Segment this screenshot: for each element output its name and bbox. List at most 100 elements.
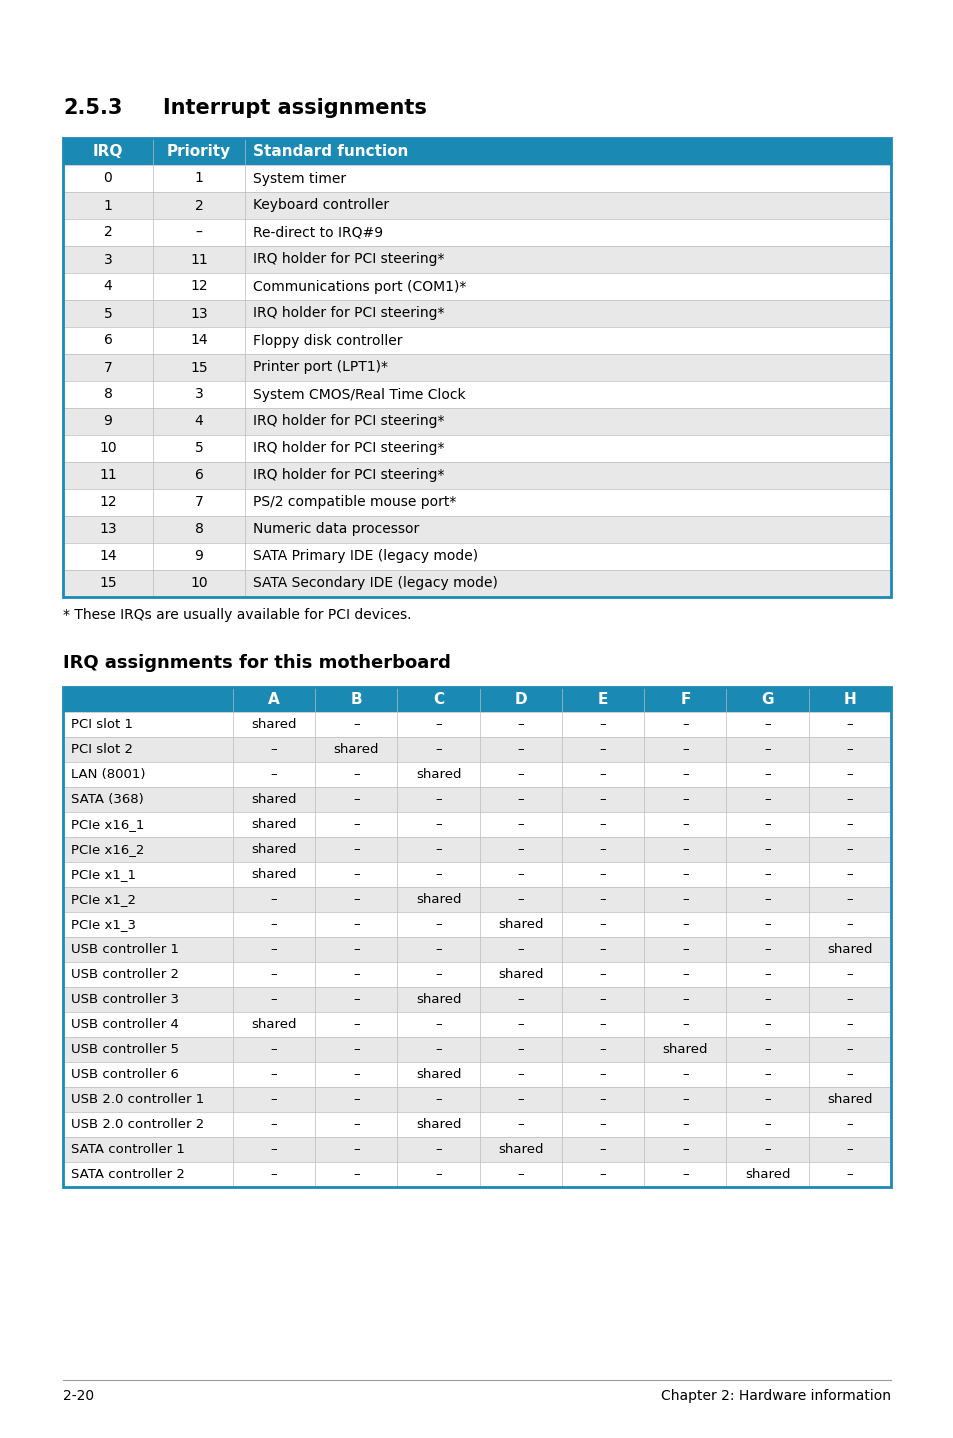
Text: Re-direct to IRQ#9: Re-direct to IRQ#9 (253, 226, 383, 240)
Text: 14: 14 (99, 549, 116, 564)
Text: USB controller 2: USB controller 2 (71, 968, 179, 981)
Text: Keyboard controller: Keyboard controller (253, 198, 389, 213)
Bar (63, 138, 890, 597)
Bar (63, 1037, 890, 1063)
Text: C: C (433, 692, 444, 707)
Text: B: B (350, 692, 362, 707)
Text: –: – (845, 994, 852, 1007)
Text: –: – (517, 843, 523, 856)
Bar (63, 887, 890, 912)
Bar (63, 837, 890, 861)
Bar (63, 1063, 890, 1087)
Text: 4: 4 (194, 414, 203, 429)
Text: –: – (681, 1068, 688, 1081)
Text: 2.5.3: 2.5.3 (63, 98, 122, 118)
Text: shared: shared (744, 1168, 789, 1181)
Bar (63, 687, 890, 712)
Text: 8: 8 (104, 387, 112, 401)
Text: –: – (271, 1117, 277, 1132)
Text: SATA Primary IDE (legacy mode): SATA Primary IDE (legacy mode) (253, 549, 477, 564)
Text: 5: 5 (194, 441, 203, 456)
Text: LAN (8001): LAN (8001) (71, 768, 146, 781)
Text: –: – (271, 1168, 277, 1181)
Text: –: – (271, 893, 277, 906)
Text: –: – (763, 843, 770, 856)
Text: –: – (681, 843, 688, 856)
Text: 13: 13 (190, 306, 208, 321)
Text: SATA controller 1: SATA controller 1 (71, 1143, 185, 1156)
Bar (63, 1087, 890, 1112)
Text: –: – (353, 1018, 359, 1031)
Text: –: – (353, 893, 359, 906)
Text: –: – (353, 718, 359, 731)
Text: –: – (845, 818, 852, 831)
Bar (63, 326, 890, 354)
Text: –: – (435, 743, 441, 756)
Text: –: – (435, 718, 441, 731)
Text: –: – (681, 1018, 688, 1031)
Bar (63, 1112, 890, 1137)
Text: –: – (271, 1068, 277, 1081)
Text: –: – (763, 718, 770, 731)
Text: –: – (763, 994, 770, 1007)
Text: 5: 5 (104, 306, 112, 321)
Text: –: – (435, 943, 441, 956)
Text: USB controller 6: USB controller 6 (71, 1068, 179, 1081)
Text: –: – (517, 718, 523, 731)
Text: –: – (599, 818, 606, 831)
Text: 14: 14 (190, 334, 208, 348)
Text: System timer: System timer (253, 171, 346, 186)
Text: –: – (353, 1143, 359, 1156)
Text: –: – (763, 869, 770, 881)
Text: shared: shared (497, 1143, 543, 1156)
Text: 12: 12 (190, 279, 208, 293)
Text: shared: shared (826, 943, 872, 956)
Text: –: – (517, 994, 523, 1007)
Text: shared: shared (416, 1068, 461, 1081)
Text: –: – (681, 994, 688, 1007)
Bar (63, 462, 890, 489)
Text: PS/2 compatible mouse port*: PS/2 compatible mouse port* (253, 496, 456, 509)
Text: –: – (681, 818, 688, 831)
Text: shared: shared (416, 994, 461, 1007)
Text: shared: shared (416, 893, 461, 906)
Text: Numeric data processor: Numeric data processor (253, 522, 418, 536)
Text: 10: 10 (190, 577, 208, 591)
Text: –: – (517, 893, 523, 906)
Text: –: – (517, 1117, 523, 1132)
Text: –: – (763, 818, 770, 831)
Text: –: – (763, 943, 770, 956)
Text: –: – (517, 943, 523, 956)
Text: –: – (353, 1068, 359, 1081)
Text: –: – (845, 792, 852, 807)
Text: –: – (681, 1168, 688, 1181)
Text: –: – (763, 1018, 770, 1031)
Bar (63, 938, 890, 962)
Bar (63, 912, 890, 938)
Text: –: – (763, 917, 770, 930)
Text: 3: 3 (194, 387, 203, 401)
Text: shared: shared (251, 1018, 296, 1031)
Text: –: – (353, 1168, 359, 1181)
Text: –: – (435, 792, 441, 807)
Text: USB 2.0 controller 1: USB 2.0 controller 1 (71, 1093, 204, 1106)
Text: –: – (763, 1093, 770, 1106)
Text: USB controller 5: USB controller 5 (71, 1043, 179, 1055)
Bar (63, 193, 890, 219)
Text: 9: 9 (104, 414, 112, 429)
Text: Communications port (COM1)*: Communications port (COM1)* (253, 279, 466, 293)
Text: –: – (599, 843, 606, 856)
Text: –: – (599, 1117, 606, 1132)
Text: PCIe x1_2: PCIe x1_2 (71, 893, 136, 906)
Text: –: – (435, 1093, 441, 1106)
Text: –: – (763, 743, 770, 756)
Text: –: – (271, 1043, 277, 1055)
Bar (63, 381, 890, 408)
Text: 3: 3 (104, 253, 112, 266)
Text: –: – (353, 917, 359, 930)
Text: –: – (435, 1143, 441, 1156)
Text: –: – (845, 1168, 852, 1181)
Text: –: – (845, 869, 852, 881)
Text: –: – (517, 792, 523, 807)
Text: –: – (435, 968, 441, 981)
